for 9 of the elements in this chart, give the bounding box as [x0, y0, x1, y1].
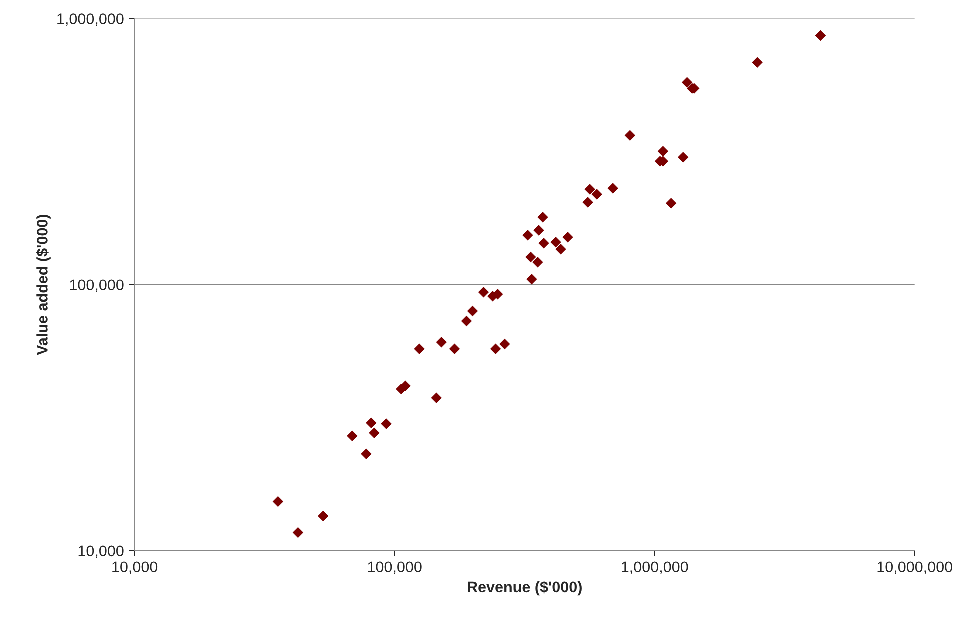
y-axis-title: Value added ($'000): [36, 214, 51, 356]
x-tick-label: 100,000: [368, 562, 422, 574]
y-tick-label: 100,000: [70, 280, 124, 292]
x-tick-label: 10,000,000: [878, 562, 952, 574]
x-tick-label: 10,000: [112, 562, 158, 574]
y-tick-label: 10,000: [78, 546, 124, 558]
x-tick-label: 1,000,000: [622, 562, 688, 574]
y-tick-label: 1,000,000: [58, 14, 124, 26]
x-axis-title: Revenue ($'000): [468, 581, 582, 596]
